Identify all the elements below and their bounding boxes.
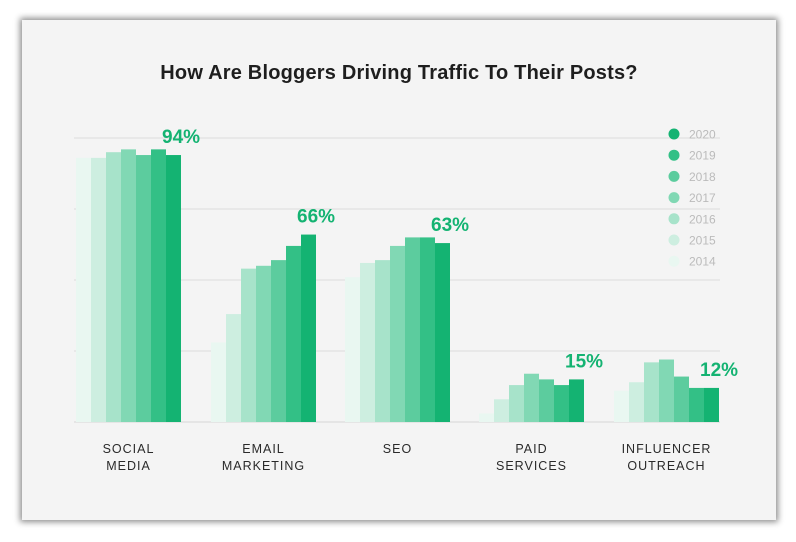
bar-2016 xyxy=(106,152,121,422)
data-label: 63% xyxy=(431,215,469,236)
legend-label: 2015 xyxy=(689,234,716,248)
legend-label: 2019 xyxy=(689,149,716,163)
legend-label: 2018 xyxy=(689,170,716,184)
category-label: OUTREACH xyxy=(627,459,705,473)
bar-2017 xyxy=(524,373,539,422)
bar-2018 xyxy=(136,155,151,423)
bar-2020 xyxy=(301,234,316,422)
chart-title: How Are Bloggers Driving Traffic To Thei… xyxy=(160,62,638,84)
legend-marker-2017 xyxy=(668,192,680,204)
bar-2014 xyxy=(345,277,360,422)
bar-2020 xyxy=(704,387,719,422)
legend-marker-2015 xyxy=(668,234,680,246)
category-label: PAID xyxy=(515,442,547,456)
bar-2016 xyxy=(644,362,659,422)
category-label: SEO xyxy=(383,442,412,456)
bar-2015 xyxy=(494,399,509,422)
bar-2018 xyxy=(539,379,554,422)
bar-2020 xyxy=(166,155,181,423)
category-label: MARKETING xyxy=(222,459,305,473)
bar-chart: 94% SOCIAL MEDIA 66% EMAIL MARKETING 63% SEO 15%… xyxy=(74,127,738,473)
data-label: 12% xyxy=(700,360,738,381)
category-label: MEDIA xyxy=(106,459,151,473)
bar-2019 xyxy=(151,149,166,423)
bar-2018 xyxy=(674,376,689,422)
legend-label: 2016 xyxy=(689,212,716,226)
bar-2019 xyxy=(689,387,704,422)
data-label: 66% xyxy=(297,207,335,228)
bar-2018 xyxy=(271,260,286,422)
bar-2016 xyxy=(241,268,256,422)
bar-2015 xyxy=(91,157,106,422)
bar-2014 xyxy=(211,342,226,422)
bar-2017 xyxy=(121,149,136,423)
legend-label: 2014 xyxy=(689,255,716,269)
legend-marker-2019 xyxy=(668,149,680,161)
bar-2015 xyxy=(226,314,241,422)
legend-label: 2017 xyxy=(689,191,716,205)
bar-2020 xyxy=(569,379,584,422)
data-label: 94% xyxy=(162,127,200,148)
bar-2019 xyxy=(554,385,569,422)
legend-marker-2020 xyxy=(668,128,680,140)
legend-label: 2020 xyxy=(689,128,716,142)
legend-marker-2016 xyxy=(668,213,680,225)
bar-2014 xyxy=(76,157,91,422)
bar-2017 xyxy=(256,265,271,422)
data-label: 15% xyxy=(565,351,603,372)
category-label: SOCIAL xyxy=(103,442,155,456)
bar-2016 xyxy=(375,260,390,422)
bar-2017 xyxy=(659,359,674,422)
chart-frame: How Are Bloggers Driving Traffic To Thei… xyxy=(22,20,776,520)
category-label: SERVICES xyxy=(496,459,567,473)
bar-2019 xyxy=(420,237,435,422)
bar-2016 xyxy=(509,385,524,422)
bar-2015 xyxy=(360,262,375,422)
bar-2014 xyxy=(479,413,494,422)
bar-2014 xyxy=(614,390,629,422)
bar-2017 xyxy=(390,245,405,422)
legend-marker-2014 xyxy=(668,255,680,267)
bar-2018 xyxy=(405,237,420,422)
bar-2020 xyxy=(435,243,450,422)
bar-2015 xyxy=(629,382,644,422)
bar-2019 xyxy=(286,245,301,422)
legend-marker-2018 xyxy=(668,170,680,182)
category-label: EMAIL xyxy=(242,442,285,456)
category-label: INFLUENCER xyxy=(622,442,712,456)
